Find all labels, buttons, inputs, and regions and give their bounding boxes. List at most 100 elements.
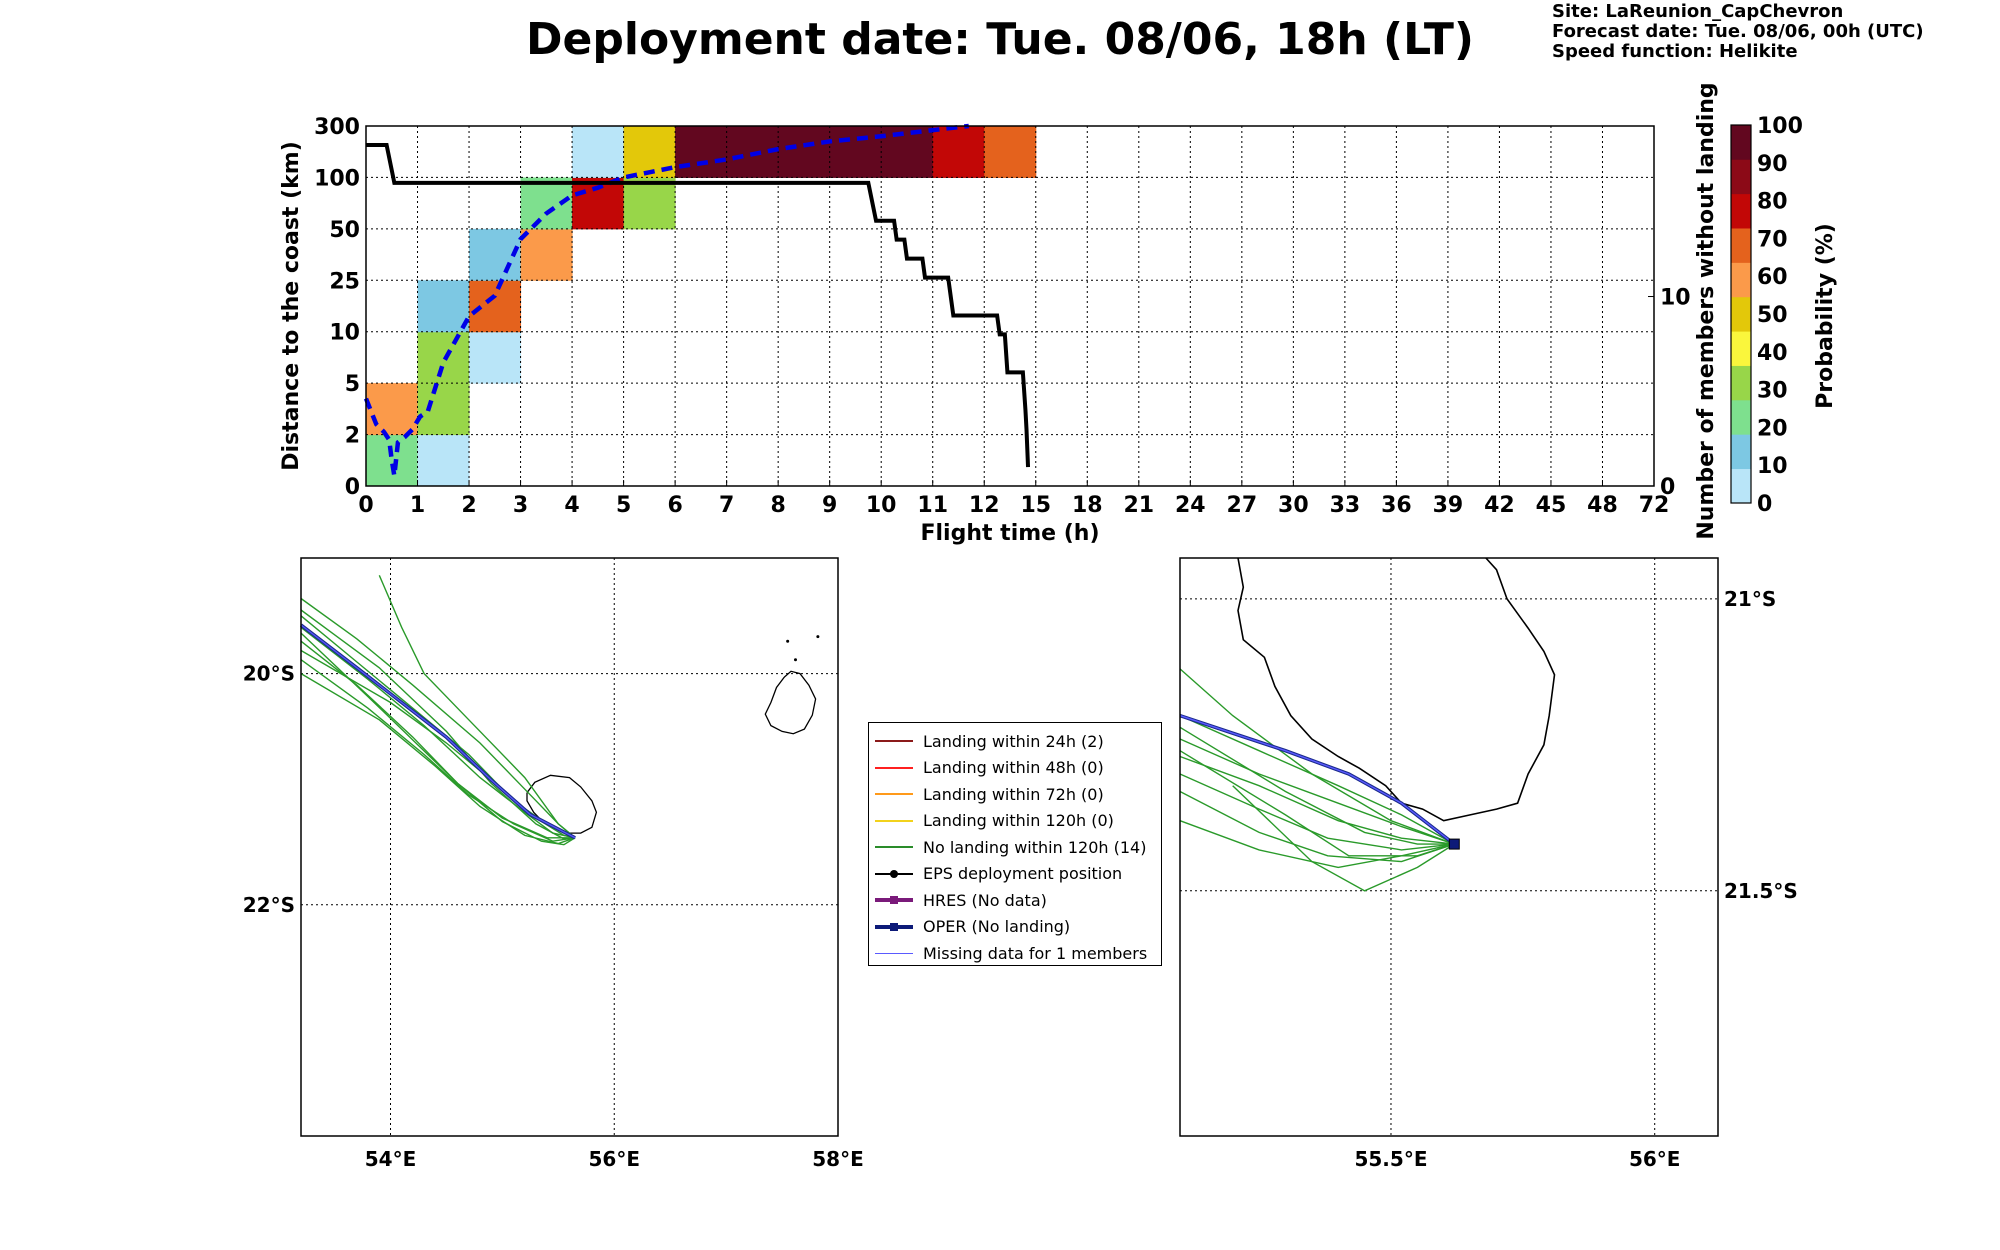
heatmap-cell-20 [932,126,985,178]
legend-swatch-7 [875,920,913,934]
x-tick-label-8: 8 [771,493,786,518]
legend-item-5: EPS deployment position [875,861,1155,888]
y-tick-label-5: 50 [329,218,360,243]
legend-swatch-2 [875,787,913,801]
map-left-islet-0 [786,639,790,643]
map-left-lat-label-0: 20°S [243,662,295,686]
heatmap-cells [366,126,1037,487]
legend-swatch-1 [875,761,913,775]
heatmap-cell-13 [623,177,676,230]
heatmap-cell-1 [366,383,419,436]
x-tick-label-3: 3 [513,493,528,518]
map-right-lat-label-0: 21°S [1724,587,1776,611]
colorbar-tick-label-5: 50 [1757,303,1788,328]
map-left-trajectory-3 [300,659,576,842]
colorbar-tick-label-6: 60 [1757,265,1788,290]
map-left-tick-labels: 54°E 56°E 58°E 20°S 22°S [243,662,864,1171]
map-right-lon-label-1: 56°E [1629,1147,1681,1171]
legend-item-6: HRES (No data) [875,887,1155,914]
legend-item-8: Missing data for 1 members [875,940,1155,967]
heatmap-lines [363,123,1031,477]
map-left-trajectory-2 [300,640,576,839]
map-left-geography [299,558,839,1136]
legend-label-6: HRES (No data) [923,890,1047,910]
y-axis-label: Distance to the coast (km) [279,141,304,471]
y-tick-label-3: 10 [329,321,360,346]
heatmap-frame [365,125,1655,487]
map-left-lat-label-1: 22°S [243,893,295,917]
map-right-trajectory-9 [1179,750,1455,857]
map-right-trajectory-2 [1179,755,1455,845]
colorbar-tick-label-9: 90 [1757,152,1788,177]
map-left-lon-label-2: 58°E [812,1147,864,1171]
legend-item-3: Landing within 120h (0) [875,808,1155,835]
chart-title: Deployment date: Tue. 08/06, 18h (LT) [526,14,1474,65]
x-tick-label-20: 36 [1381,493,1412,518]
map-left-frame [300,557,839,1137]
colorbar-tick-label-8: 80 [1757,190,1788,215]
heatmap-cell-15 [675,126,728,178]
map-left-trajectory-5 [300,597,576,839]
colorbar-band-10 [1731,125,1751,160]
map-right-trajectory-4 [1179,790,1455,863]
heatmap-cell-12 [572,126,625,178]
x-tick-label-21: 39 [1433,493,1464,518]
site-name: Site: LaReunion_CapChevron [1552,1,1844,22]
map-right-lon-label-0: 55.5°E [1354,1147,1427,1171]
x-tick-label-18: 30 [1278,493,1309,518]
y2-tick-label-0: 0 [1660,475,1675,500]
legend-label-5: EPS deployment position [923,864,1123,884]
heatmap-cell-9 [520,228,573,281]
legend-swatch-0 [875,734,913,748]
median-distance-line [363,123,970,477]
heatmap-cell-19 [881,126,934,178]
x-tick-label-23: 45 [1536,493,1567,518]
legend-label-8: Missing data for 1 members [923,943,1148,963]
map-right-missing-trajectory [1179,714,1455,845]
y-tick-label-0: 0 [345,475,360,500]
heatmap-cell-17 [778,126,831,178]
forecast-date: Forecast date: Tue. 08/06, 00h (UTC) [1552,21,1924,42]
x-tick-label-19: 33 [1330,493,1361,518]
heatmap-cell-5 [417,280,470,333]
legend-item-4: No landing within 120h (14) [875,834,1155,861]
map-left-trajectory-9 [300,632,576,846]
legend-item-0: Landing within 24h (2) [875,728,1155,755]
x-tick-label-10: 10 [866,493,897,518]
x-tick-label-22: 42 [1484,493,1515,518]
colorbar-tick-label-10: 100 [1757,114,1803,139]
colorbar-band-4 [1731,331,1751,366]
heatmap-cell-0 [366,434,419,487]
map-right-trajectory-5 [1179,820,1455,869]
map-right-trajectory-8 [1179,726,1455,845]
colorbar-band-9 [1731,159,1751,195]
colorbar-tick-label-7: 70 [1757,227,1788,252]
map-right-trajectory-1 [1179,738,1455,845]
map-right-tick-labels: 55.5°E 56°E 21°S 21.5°S [1354,587,1797,1171]
members-without-landing-line [366,142,1031,468]
x-tick-label-11: 11 [917,493,948,518]
x-tick-label-12: 12 [969,493,1000,518]
x-tick-label-9: 9 [822,493,837,518]
map-left-mauritius-coast [764,670,817,735]
map-right-reunion-coast [1237,557,1556,822]
map-right-trajectory-6 [1179,668,1455,845]
x-tick-label-17: 27 [1227,493,1258,518]
y2-axis-label: Number of members without landing [1694,82,1719,539]
legend-swatch-6 [875,893,913,907]
map-right-frame [1179,557,1719,1137]
colorbar-band-8 [1731,193,1751,229]
y-tick-label-6: 100 [314,166,360,191]
x-tick-label-25: 72 [1639,493,1670,518]
colorbar-band-2 [1731,399,1751,435]
y-tick-label-1: 2 [345,424,360,449]
heatmap-cell-7 [469,280,522,333]
map-left-trajectory-1 [300,626,576,839]
legend-label-0: Landing within 24h (2) [923,731,1104,751]
colorbar-band-1 [1731,434,1751,470]
x-tick-label-1: 1 [410,493,425,518]
colorbar-band-6 [1731,262,1751,298]
x-tick-label-13: 15 [1020,493,1051,518]
heatmap-cell-3 [417,383,470,436]
x-tick-label-14: 18 [1072,493,1103,518]
